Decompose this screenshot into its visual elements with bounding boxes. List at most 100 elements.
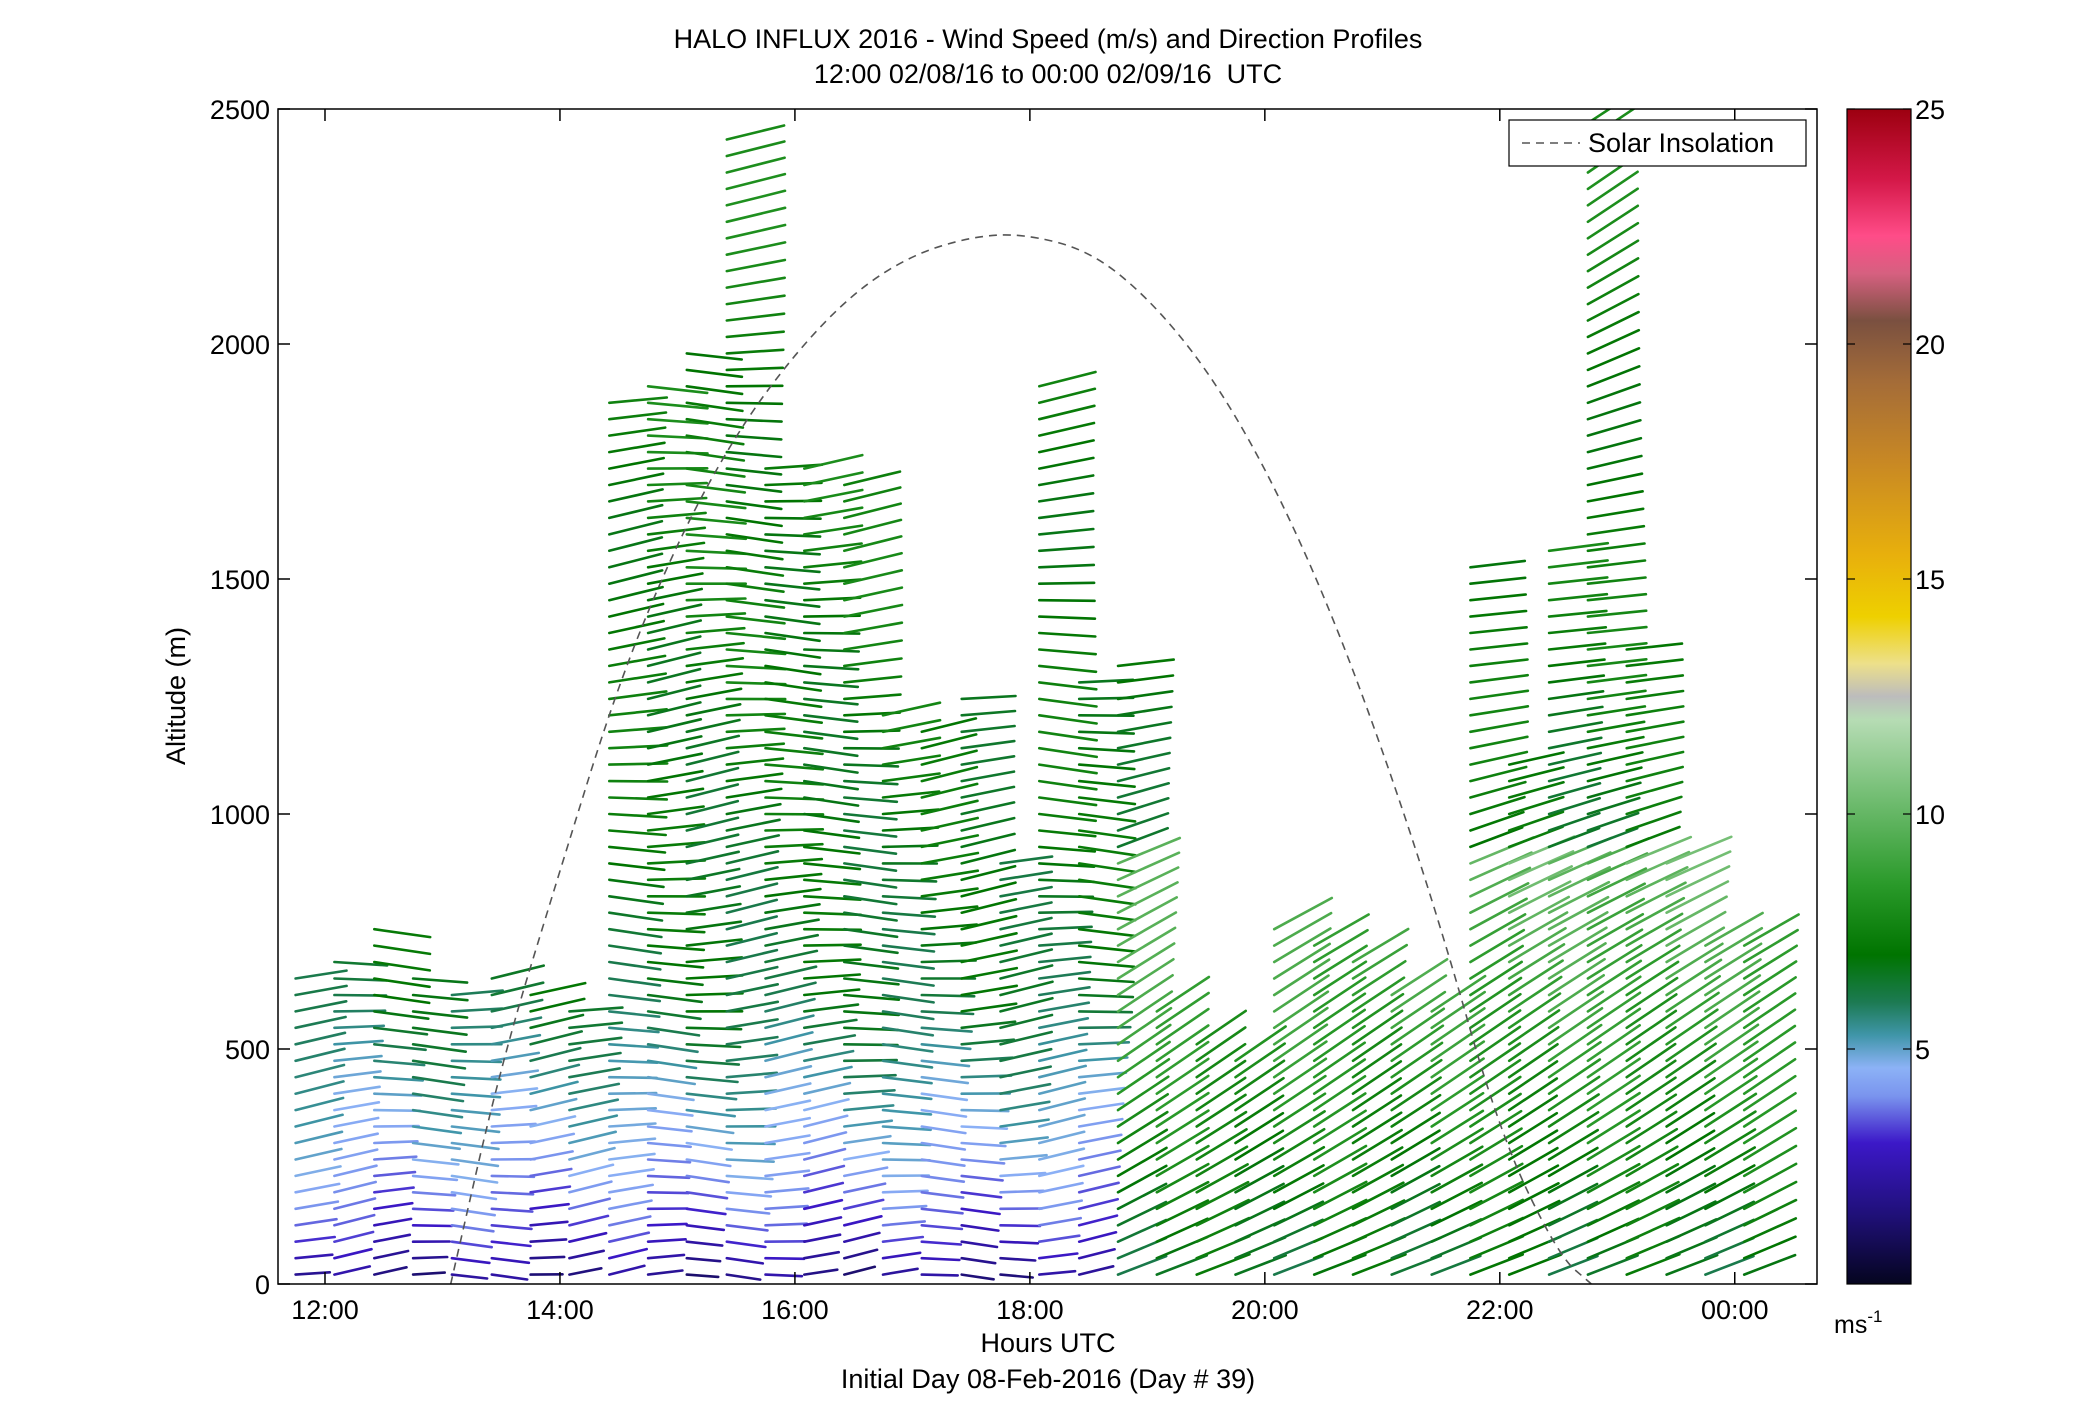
wind-vector — [1312, 1180, 1368, 1211]
wind-vector — [1704, 1254, 1755, 1276]
wind-vector — [1272, 1128, 1326, 1161]
wind-vector — [1469, 866, 1532, 898]
wind-vector — [881, 944, 936, 953]
wind-vector — [1469, 992, 1522, 1030]
wind-vector — [1077, 1056, 1129, 1063]
wind-vector — [1742, 992, 1797, 1030]
wind-vector — [1469, 881, 1530, 915]
wind-vector — [372, 1092, 423, 1097]
wind-vector — [960, 724, 1016, 734]
wind-vector — [1038, 527, 1095, 536]
wind-vector — [1038, 1113, 1086, 1128]
wind-vector — [1351, 1146, 1404, 1178]
wind-vector — [333, 1101, 381, 1112]
wind-vector — [764, 902, 821, 915]
wind-vector — [1704, 1182, 1756, 1211]
wind-vector — [372, 1026, 429, 1036]
wind-vector — [1469, 1025, 1522, 1063]
wind-vector — [1038, 812, 1097, 823]
wind-vector — [411, 1224, 453, 1228]
wind-vector — [1586, 811, 1640, 832]
wind-vector — [1430, 1074, 1485, 1112]
wind-vector — [802, 878, 862, 886]
wind-vector — [1116, 826, 1169, 849]
wind-vector — [725, 965, 779, 980]
wind-vector — [529, 1150, 574, 1161]
wind-vector — [1077, 862, 1137, 874]
wind-vector — [764, 549, 822, 556]
wind-vector — [1234, 1200, 1286, 1227]
wind-vector — [920, 1158, 966, 1167]
wind-vector — [960, 1191, 1003, 1199]
wind-vector — [960, 709, 1017, 717]
wind-vector — [842, 1134, 892, 1145]
wind-vector — [1586, 274, 1640, 306]
wind-vector — [411, 1255, 449, 1260]
wind-vector — [1077, 1265, 1115, 1276]
wind-vector — [1665, 1200, 1717, 1227]
wind-vector — [1665, 895, 1728, 931]
wind-vector — [725, 948, 779, 964]
wind-vector — [999, 1118, 1050, 1128]
wind-vector — [685, 656, 745, 668]
wind-vector — [490, 981, 545, 997]
wind-vector — [1507, 780, 1565, 799]
wind-vector — [1469, 689, 1530, 701]
wind-vector — [1547, 781, 1602, 799]
wind-vector — [725, 582, 785, 594]
wind-vector — [1625, 1180, 1680, 1211]
wind-vector — [725, 1207, 771, 1215]
wind-vector — [725, 712, 787, 717]
wind-vector — [960, 1158, 1006, 1165]
wind-vector — [1077, 845, 1137, 857]
wind-vector — [1704, 974, 1762, 1013]
wind-vector — [960, 1207, 1001, 1216]
wind-vector — [725, 1018, 779, 1030]
wind-vector — [1272, 958, 1331, 997]
wind-vector — [1625, 1042, 1677, 1079]
wind-vector — [1077, 960, 1136, 969]
wind-vector — [764, 582, 821, 591]
wind-vector — [1547, 751, 1603, 766]
wind-vector — [490, 1122, 537, 1128]
wind-vector — [685, 626, 746, 635]
wind-vector — [372, 1059, 426, 1067]
wind-vector — [1116, 674, 1175, 684]
wind-vector — [1742, 1092, 1797, 1128]
wind-vector — [764, 933, 820, 947]
wind-vector — [450, 1092, 502, 1099]
wind-vector — [372, 944, 432, 956]
wind-vector — [802, 697, 859, 706]
wind-vector — [529, 1185, 572, 1194]
wind-vector — [1195, 1163, 1249, 1194]
wind-vector — [333, 960, 389, 967]
wind-vector — [842, 603, 904, 618]
wind-vector — [490, 1256, 531, 1265]
wind-vector — [490, 1033, 542, 1046]
wind-vector — [1469, 1009, 1522, 1046]
wind-vector — [725, 401, 784, 406]
wind-vector — [1547, 1040, 1602, 1079]
wind-vector — [1430, 1254, 1482, 1276]
wind-vector — [1234, 1164, 1285, 1194]
wind-vector — [1586, 928, 1644, 964]
wind-vector — [568, 1163, 615, 1178]
wind-vector — [725, 1071, 779, 1079]
wind-vector — [372, 960, 432, 972]
wind-vector — [529, 1046, 582, 1063]
wind-vector — [1390, 957, 1449, 997]
wind-vector — [1507, 1182, 1560, 1211]
x-tick-label: 20:00 — [1231, 1295, 1299, 1325]
wind-vector — [1665, 974, 1721, 1013]
wind-vector — [1586, 689, 1647, 701]
wind-vector — [1704, 942, 1763, 980]
wind-vector — [1077, 944, 1136, 953]
wind-vector — [725, 483, 783, 494]
wind-vector — [1586, 625, 1648, 635]
wind-vector — [1704, 1075, 1758, 1112]
wind-vector — [999, 1240, 1040, 1245]
wind-vector — [607, 426, 667, 437]
wind-vector — [1547, 721, 1604, 734]
wind-vector — [725, 294, 786, 306]
wind-vector — [1547, 865, 1611, 898]
